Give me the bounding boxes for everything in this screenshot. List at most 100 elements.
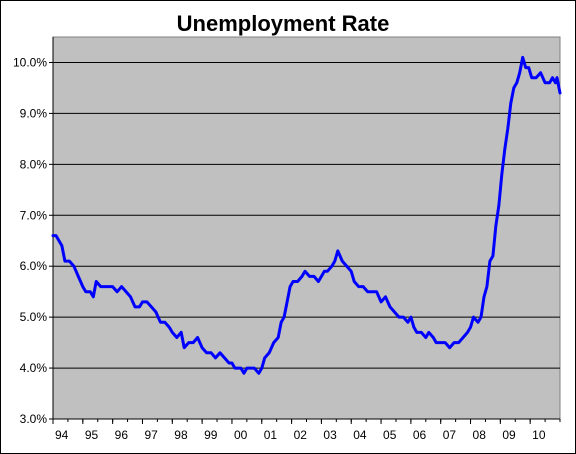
data-point	[513, 87, 515, 89]
data-point	[527, 66, 530, 69]
data-point	[108, 285, 111, 288]
x-tick-label: 04	[353, 428, 367, 442]
data-point	[521, 56, 524, 59]
data-point	[55, 234, 57, 237]
data-point	[223, 357, 226, 359]
y-tick-label: 8.0%	[20, 157, 48, 171]
data-point	[301, 275, 303, 278]
data-point	[457, 341, 460, 344]
data-point	[249, 367, 251, 369]
data-point	[548, 82, 551, 84]
data-point	[489, 260, 491, 262]
data-point	[89, 290, 92, 293]
data-point	[58, 239, 60, 242]
data-point	[272, 341, 275, 344]
data-point	[61, 245, 63, 247]
data-point	[453, 341, 455, 344]
data-point	[407, 321, 409, 324]
data-point	[64, 260, 66, 262]
y-tick-label: 6.0%	[20, 259, 48, 273]
data-point	[116, 290, 118, 293]
data-point	[164, 321, 166, 324]
data-point	[201, 346, 203, 349]
data-point	[551, 76, 554, 79]
data-point	[495, 224, 497, 227]
data-point	[85, 290, 87, 293]
data-point	[73, 265, 75, 268]
data-point	[402, 316, 405, 318]
data-point	[346, 265, 348, 268]
data-point	[240, 367, 242, 369]
data-point	[428, 331, 430, 334]
data-point	[480, 316, 482, 318]
x-tick-label: 99	[204, 428, 218, 442]
data-point	[296, 280, 299, 283]
data-point	[289, 285, 291, 288]
x-tick-label: 06	[413, 428, 427, 442]
data-point	[292, 280, 294, 283]
gridlines	[53, 61, 560, 369]
data-point	[243, 372, 245, 375]
data-point	[483, 296, 485, 298]
data-point	[507, 127, 509, 130]
data-point	[462, 336, 464, 339]
data-point	[111, 285, 114, 288]
x-tick-label: 02	[294, 428, 308, 442]
data-point	[210, 352, 212, 354]
data-point	[492, 255, 494, 257]
data-point	[501, 173, 503, 176]
data-point	[410, 316, 412, 318]
x-tick-label: 01	[264, 428, 278, 442]
data-point	[353, 280, 356, 283]
data-point	[286, 301, 288, 303]
data-point	[52, 234, 54, 237]
data-point	[258, 372, 260, 375]
plot-area	[52, 36, 561, 420]
data-point	[320, 275, 323, 278]
data-point	[530, 76, 533, 79]
data-point	[261, 367, 263, 369]
x-tick-label: 09	[502, 428, 516, 442]
data-point	[82, 285, 84, 288]
data-point	[524, 66, 527, 69]
data-point	[337, 250, 339, 252]
data-point	[486, 285, 488, 288]
data-point	[283, 316, 285, 318]
data-point	[68, 260, 71, 262]
data-point	[413, 326, 415, 329]
data-point	[375, 290, 378, 293]
data-point	[228, 362, 230, 364]
data-point	[280, 321, 283, 324]
data-point	[469, 326, 472, 329]
x-tick-label: 05	[383, 428, 397, 442]
data-point	[444, 341, 447, 344]
data-point	[435, 341, 438, 344]
data-point	[138, 306, 141, 308]
data-point	[313, 275, 315, 278]
data-point	[518, 71, 521, 74]
data-point	[472, 316, 475, 318]
data-point	[398, 316, 400, 318]
data-point	[104, 285, 106, 288]
data-point	[498, 204, 500, 206]
y-tick-label: 9.0%	[20, 106, 48, 120]
x-tick-label: 07	[443, 428, 457, 442]
data-point	[95, 280, 97, 283]
data-point	[120, 285, 123, 288]
x-tick-label: 95	[85, 428, 99, 442]
data-point	[539, 71, 542, 74]
x-tick-label: 00	[234, 428, 248, 442]
data-point	[150, 306, 153, 308]
data-point	[134, 306, 136, 308]
data-point	[129, 296, 132, 298]
data-point	[384, 296, 387, 298]
y-tick-label: 4.0%	[20, 361, 48, 375]
data-point	[439, 341, 442, 344]
data-point	[99, 285, 102, 288]
data-point	[253, 367, 256, 369]
data-point	[77, 275, 80, 278]
data-point	[231, 362, 233, 364]
x-tick-label: 98	[174, 428, 188, 442]
